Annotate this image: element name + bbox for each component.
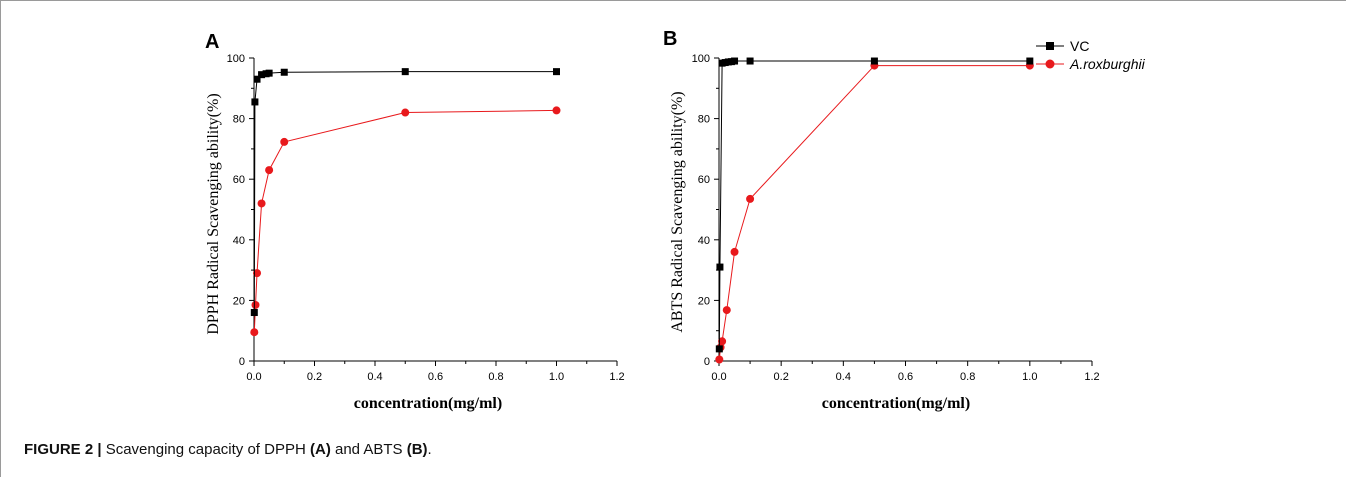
panel-b: B concentration(mg/ml) ABTS Radical Scav… (663, 28, 1146, 412)
panel-b-y-tick-label: 80 (698, 114, 710, 126)
panel-a: A concentration(mg/ml) DPPH Radical Scav… (205, 31, 625, 412)
figure-caption: FIGURE 2 | Scavenging capacity of DPPH (… (24, 441, 432, 458)
panel-a-a-roxburghii-point (401, 108, 410, 117)
panel-b-vc-point (716, 263, 724, 271)
panel-a-x-tick-label: 0.4 (367, 371, 382, 383)
caption-panel-a: (A) (310, 441, 331, 458)
panel-a-x-tick-label: 0.0 (246, 371, 261, 383)
panel-b-x-tick-label: 0.2 (774, 371, 789, 383)
panel-a-y-axis-label: DPPH Radical Scavenging ability(%) (205, 93, 222, 334)
panel-a-y-tick-label: 60 (233, 174, 245, 186)
panel-b-y-axis-label: ABTS Radical Scavenging ability(%) (669, 91, 686, 332)
legend-vc-marker (1046, 42, 1054, 50)
panel-b-a-roxburghii-point (715, 355, 724, 364)
panel-b-a-roxburghii-point (730, 247, 739, 256)
panel-a-y-tick-label: 40 (233, 235, 245, 247)
panel-a-x-axis-label: concentration(mg/ml) (354, 395, 502, 412)
panel-b-y-tick-label: 40 (698, 235, 710, 247)
panel-a-x-tick-label: 0.8 (488, 371, 503, 383)
panel-a-a-roxburghii-point (265, 166, 274, 175)
panel-a-x-tick-label: 0.2 (307, 371, 322, 383)
panel-b-y-tick-label: 100 (692, 53, 710, 65)
panel-a-y-tick-label: 80 (233, 114, 245, 126)
figure-charts: A concentration(mg/ml) DPPH Radical Scav… (205, 28, 1146, 412)
panel-a-y-tick-label: 20 (233, 295, 245, 307)
panel-b-y-tick-label: 0 (704, 356, 710, 368)
panel-b-x-tick-label: 0.4 (836, 371, 851, 383)
panel-b-letter: B (663, 28, 677, 50)
panel-a-y-tick-label: 0 (239, 356, 245, 368)
panel-b-y-tick-label: 20 (698, 295, 710, 307)
panel-a-vc-point (280, 68, 288, 76)
panel-b-a-roxburghii-point (746, 194, 755, 203)
panel-b-x-tick-label: 0.8 (960, 371, 975, 383)
panel-a-a-roxburghii-point (250, 328, 259, 337)
panel-a-a-roxburghii-point (552, 106, 561, 115)
panel-b-vc-point (870, 57, 878, 65)
panel-b-vc-line (718, 60, 1030, 349)
panel-b-x-tick-label: 0.0 (711, 371, 726, 383)
panel-a-a-roxburghii-point (280, 137, 289, 146)
panel-a-a-roxburghii-point (257, 199, 266, 208)
caption-text-1: Scavenging capacity of DPPH (101, 441, 310, 458)
panel-b-vc-point (715, 345, 723, 353)
panel-a-letter: A (205, 31, 219, 53)
frame-top-line (0, 0, 1346, 1)
panel-b-y-tick-label: 60 (698, 174, 710, 186)
panel-b-vc-point (746, 57, 754, 65)
panel-b-vc-point (731, 57, 739, 65)
legend-roxburghii-marker (1045, 59, 1055, 69)
panel-a-x-tick-label: 1.2 (609, 371, 624, 383)
caption-panel-b: (B) (406, 441, 428, 458)
panel-b-a-roxburghii-point (722, 306, 731, 315)
panel-a-a-roxburghii-point (251, 300, 260, 309)
panel-a-vc-point (253, 75, 261, 83)
panel-a-a-roxburghii-point (253, 269, 262, 278)
panel-a-x-tick-label: 0.6 (428, 371, 443, 383)
panel-b-legend: VC A.roxburghii (1036, 38, 1146, 72)
panel-a-y-tick-label: 100 (227, 53, 245, 65)
panel-b-vc-point (1026, 57, 1034, 65)
panel-a-vc-line (253, 71, 557, 313)
panel-b-a-roxburghii-line (718, 65, 1030, 360)
panel-b-x-axis-label: concentration(mg/ml) (822, 395, 970, 412)
caption-text-2: and ABTS (330, 441, 407, 458)
panel-a-vc-point (553, 68, 560, 76)
panel-a-vc-point (251, 98, 259, 106)
panel-b-x-tick-label: 1.0 (1022, 371, 1037, 383)
panel-a-x-tick-label: 1.0 (549, 371, 564, 383)
legend-vc-label: VC (1070, 38, 1089, 54)
caption-end: . (427, 441, 432, 458)
legend-roxburghii-label: A.roxburghii (1069, 56, 1146, 72)
frame-left-line (0, 0, 1, 477)
panel-a-vc-point (265, 69, 273, 77)
panel-a-vc-point (250, 309, 258, 317)
panel-b-x-tick-label: 0.6 (898, 371, 913, 383)
panel-a-vc-point (258, 71, 266, 79)
caption-prefix: FIGURE 2 | (24, 441, 102, 458)
panel-b-a-roxburghii-point (718, 337, 727, 346)
panel-a-vc-point (401, 68, 409, 76)
panel-a-a-roxburghii-line (253, 109, 557, 333)
panel-b-x-tick-label: 1.2 (1084, 371, 1099, 383)
